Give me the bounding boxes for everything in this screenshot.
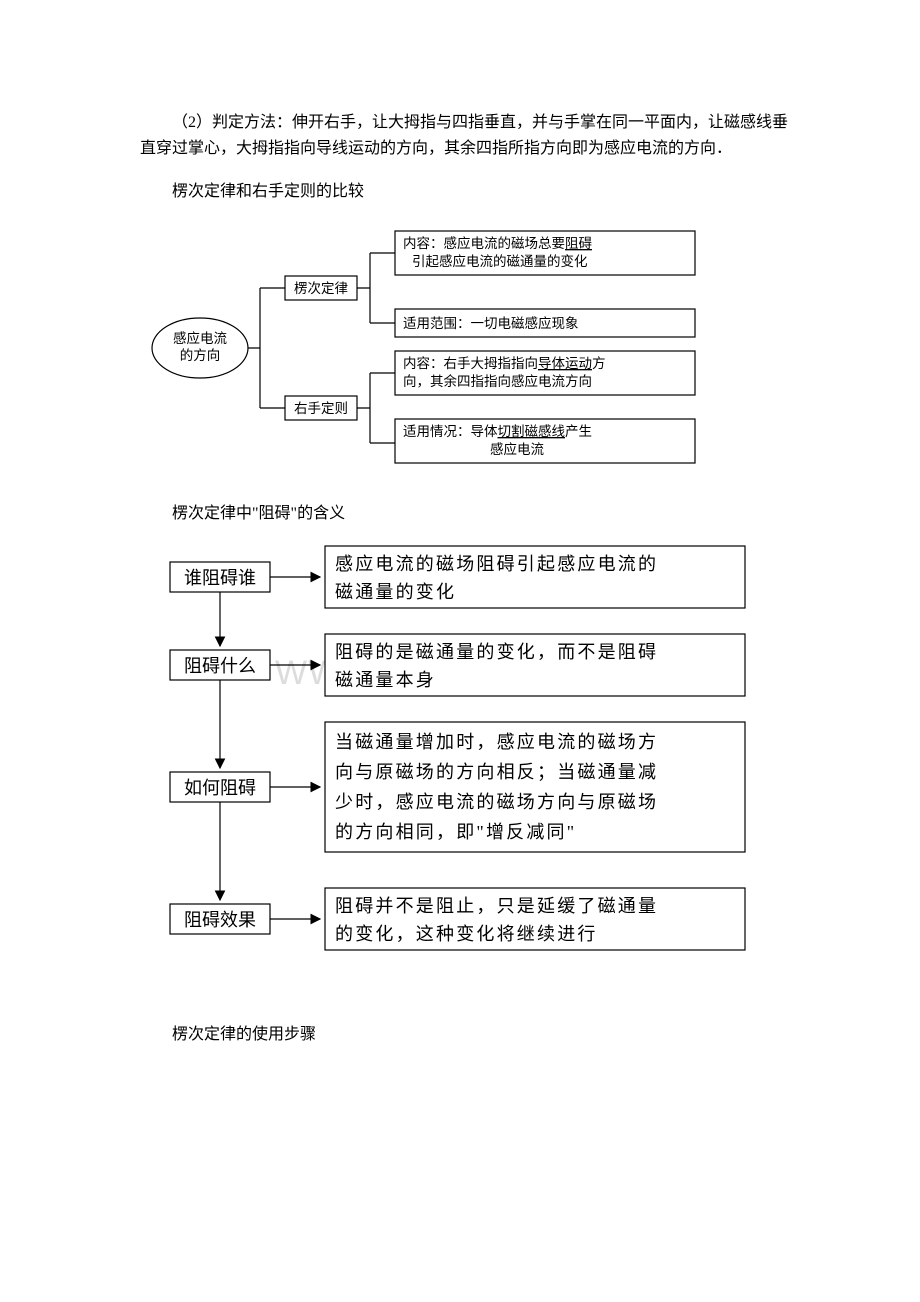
step3-desc-l1: 当磁通量增加时，感应电流的磁场方: [335, 732, 658, 752]
heading-steps: 楞次定律的使用步骤: [140, 1022, 800, 1048]
diagram-comparison: 感应电流 的方向 楞次定律 右手定则 内容：感应电流的磁场总要阻碍 引起感应电流…: [140, 223, 800, 473]
paragraph-method: （2）判定方法：伸开右手，让大拇指与四指垂直，并与手掌在同一平面内，让磁感线垂直…: [140, 110, 800, 161]
box-lenz-scope-text: 适用范围：一切电磁感应现象: [403, 315, 579, 331]
root-label-2: 的方向: [180, 348, 221, 363]
box-lenz-content-line2: 引起感应电流的磁通量的变化: [412, 253, 588, 269]
step3-desc-l2: 向与原磁场的方向相反；当磁通量减: [335, 762, 658, 782]
step1-desc-l2: 磁通量的变化: [335, 582, 456, 602]
box-righthand-content-line1: 内容：右手大拇指指向导体运动方: [403, 355, 606, 371]
step2-desc-l2: 磁通量本身: [335, 670, 436, 690]
step3-desc-l4: 的方向相同，即"增反减同": [335, 822, 576, 842]
diagram-meaning: WW 谁阻碍谁 感应电流的磁场阻碍引起感应电流的 磁通量的变化 阻碍什么 阻碍的…: [140, 544, 800, 994]
box-righthand-content-line2: 向，其余四指指向感应电流方向: [403, 373, 592, 389]
document-page: （2）判定方法：伸开右手，让大拇指与四指垂直，并与手掌在同一平面内，让磁感线垂直…: [0, 0, 920, 1126]
heading-comparison: 楞次定律和右手定则的比较: [140, 179, 800, 205]
step4-desc-l2: 的变化，这种变化将继续进行: [335, 924, 598, 944]
heading-meaning: 楞次定律中"阻碍"的含义: [140, 501, 800, 527]
step3-desc-l3: 少时，感应电流的磁场方向与原磁场: [335, 792, 658, 812]
mid-label-lenz: 楞次定律: [294, 281, 348, 296]
step2-desc-l1: 阻碍的是磁通量的变化，而不是阻碍: [335, 642, 658, 662]
step4-desc-l1: 阻碍并不是阻止，只是延缓了磁通量: [335, 896, 658, 916]
box-lenz-content-line1: 内容：感应电流的磁场总要阻碍: [403, 235, 592, 251]
mid-label-righthand: 右手定则: [294, 401, 348, 416]
box-righthand-scope-line1: 适用情况：导体切割磁感线产生: [403, 423, 592, 439]
box-righthand-scope-line2: 感应电流: [490, 441, 544, 457]
step4-label: 阻碍效果: [184, 910, 256, 930]
step3-label: 如何阻碍: [184, 778, 256, 798]
root-label-1: 感应电流: [173, 330, 227, 346]
step1-label: 谁阻碍谁: [184, 568, 256, 588]
step2-label: 阻碍什么: [184, 656, 256, 676]
step1-desc-l1: 感应电流的磁场阻碍引起感应电流的: [335, 554, 658, 574]
